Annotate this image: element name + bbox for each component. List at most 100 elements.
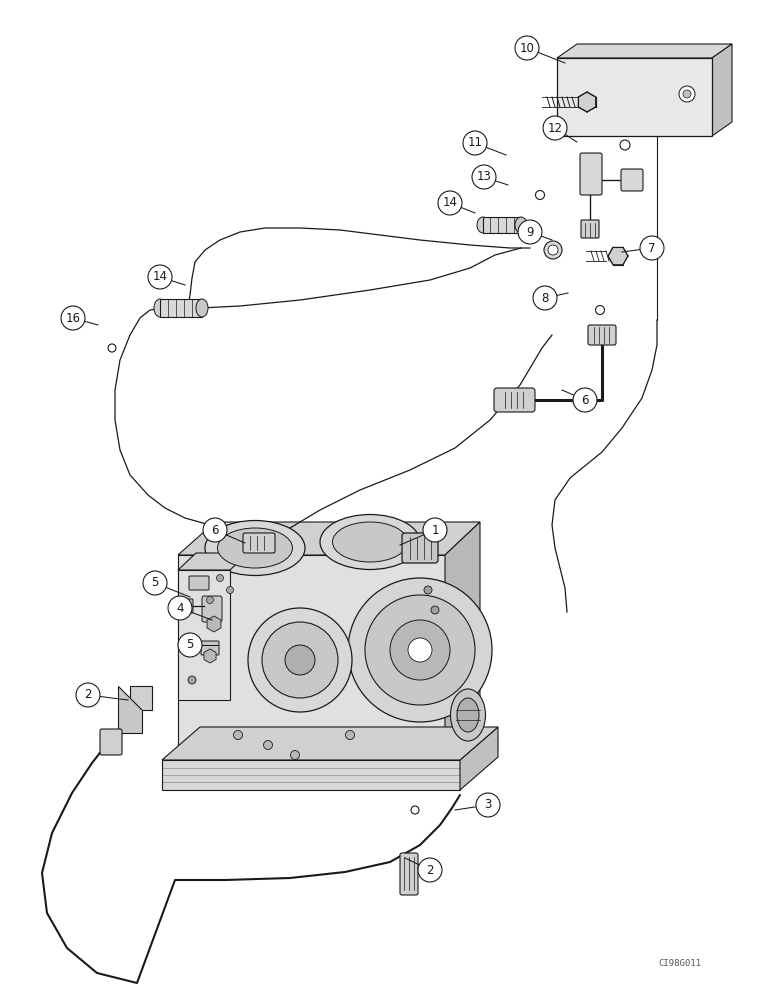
FancyBboxPatch shape bbox=[581, 220, 599, 238]
Circle shape bbox=[290, 750, 300, 760]
Circle shape bbox=[226, 586, 233, 593]
Text: CI98G011: CI98G011 bbox=[658, 958, 701, 968]
FancyBboxPatch shape bbox=[189, 576, 209, 590]
Circle shape bbox=[346, 730, 354, 740]
Circle shape bbox=[216, 574, 224, 582]
Bar bbox=[557, 58, 712, 136]
Circle shape bbox=[285, 645, 315, 675]
Circle shape bbox=[390, 620, 450, 680]
Polygon shape bbox=[445, 522, 480, 760]
FancyBboxPatch shape bbox=[400, 853, 418, 895]
Text: 7: 7 bbox=[648, 241, 655, 254]
Text: 10: 10 bbox=[520, 41, 534, 54]
Circle shape bbox=[365, 595, 475, 705]
Circle shape bbox=[544, 241, 562, 259]
Circle shape bbox=[683, 90, 691, 98]
Ellipse shape bbox=[196, 299, 208, 317]
Circle shape bbox=[108, 344, 116, 352]
Polygon shape bbox=[557, 44, 732, 58]
Circle shape bbox=[431, 606, 439, 614]
Text: 2: 2 bbox=[84, 688, 92, 702]
Text: 11: 11 bbox=[468, 136, 482, 149]
FancyBboxPatch shape bbox=[202, 596, 222, 622]
Circle shape bbox=[515, 36, 539, 60]
Circle shape bbox=[573, 388, 597, 412]
Circle shape bbox=[263, 740, 273, 750]
Polygon shape bbox=[460, 727, 498, 790]
Circle shape bbox=[168, 596, 192, 620]
Ellipse shape bbox=[477, 217, 489, 233]
Text: 12: 12 bbox=[547, 121, 563, 134]
Polygon shape bbox=[178, 522, 480, 555]
Polygon shape bbox=[178, 553, 248, 570]
Circle shape bbox=[143, 571, 167, 595]
Bar bbox=[160, 299, 202, 317]
Text: 14: 14 bbox=[442, 196, 458, 210]
FancyBboxPatch shape bbox=[494, 388, 535, 412]
FancyBboxPatch shape bbox=[621, 169, 643, 191]
FancyBboxPatch shape bbox=[588, 325, 616, 345]
Circle shape bbox=[463, 131, 487, 155]
Circle shape bbox=[188, 676, 196, 684]
Polygon shape bbox=[178, 570, 230, 700]
FancyBboxPatch shape bbox=[243, 533, 275, 553]
FancyBboxPatch shape bbox=[402, 533, 438, 563]
Circle shape bbox=[536, 190, 544, 200]
Circle shape bbox=[248, 608, 352, 712]
Ellipse shape bbox=[205, 520, 305, 576]
Text: 2: 2 bbox=[426, 863, 434, 876]
Circle shape bbox=[206, 596, 214, 603]
Circle shape bbox=[424, 586, 432, 594]
Circle shape bbox=[518, 220, 542, 244]
Polygon shape bbox=[578, 92, 596, 112]
Circle shape bbox=[233, 730, 242, 740]
Ellipse shape bbox=[218, 528, 293, 568]
Polygon shape bbox=[118, 686, 142, 733]
Polygon shape bbox=[608, 247, 628, 265]
Polygon shape bbox=[178, 555, 445, 760]
Circle shape bbox=[472, 165, 496, 189]
Ellipse shape bbox=[515, 217, 527, 233]
Text: 6: 6 bbox=[581, 393, 589, 406]
Circle shape bbox=[620, 140, 630, 150]
Circle shape bbox=[348, 578, 492, 722]
Ellipse shape bbox=[451, 689, 486, 741]
Text: 9: 9 bbox=[527, 226, 533, 238]
Circle shape bbox=[148, 265, 172, 289]
Circle shape bbox=[438, 191, 462, 215]
FancyBboxPatch shape bbox=[580, 153, 602, 195]
Polygon shape bbox=[130, 686, 152, 710]
Text: 5: 5 bbox=[151, 576, 159, 589]
Polygon shape bbox=[162, 760, 460, 790]
Bar bbox=[483, 217, 521, 233]
Circle shape bbox=[408, 638, 432, 662]
Text: 13: 13 bbox=[476, 170, 492, 184]
Polygon shape bbox=[162, 727, 498, 760]
Circle shape bbox=[262, 622, 338, 698]
Text: 6: 6 bbox=[212, 524, 218, 536]
Circle shape bbox=[178, 633, 202, 657]
Circle shape bbox=[418, 858, 442, 882]
Ellipse shape bbox=[333, 522, 408, 562]
Circle shape bbox=[533, 286, 557, 310]
Circle shape bbox=[548, 245, 558, 255]
Ellipse shape bbox=[320, 514, 420, 570]
Text: 14: 14 bbox=[153, 270, 168, 284]
Text: 3: 3 bbox=[484, 798, 492, 812]
Circle shape bbox=[423, 518, 447, 542]
Text: 8: 8 bbox=[541, 292, 549, 304]
Circle shape bbox=[61, 306, 85, 330]
Circle shape bbox=[76, 683, 100, 707]
Circle shape bbox=[203, 518, 227, 542]
Circle shape bbox=[679, 86, 695, 102]
Circle shape bbox=[188, 636, 196, 644]
FancyBboxPatch shape bbox=[201, 641, 219, 655]
Ellipse shape bbox=[154, 299, 166, 317]
Polygon shape bbox=[712, 44, 732, 136]
Text: 1: 1 bbox=[432, 524, 438, 536]
Circle shape bbox=[411, 806, 419, 814]
Text: 16: 16 bbox=[66, 312, 80, 324]
Circle shape bbox=[543, 116, 567, 140]
FancyBboxPatch shape bbox=[183, 599, 193, 613]
Ellipse shape bbox=[457, 698, 479, 732]
